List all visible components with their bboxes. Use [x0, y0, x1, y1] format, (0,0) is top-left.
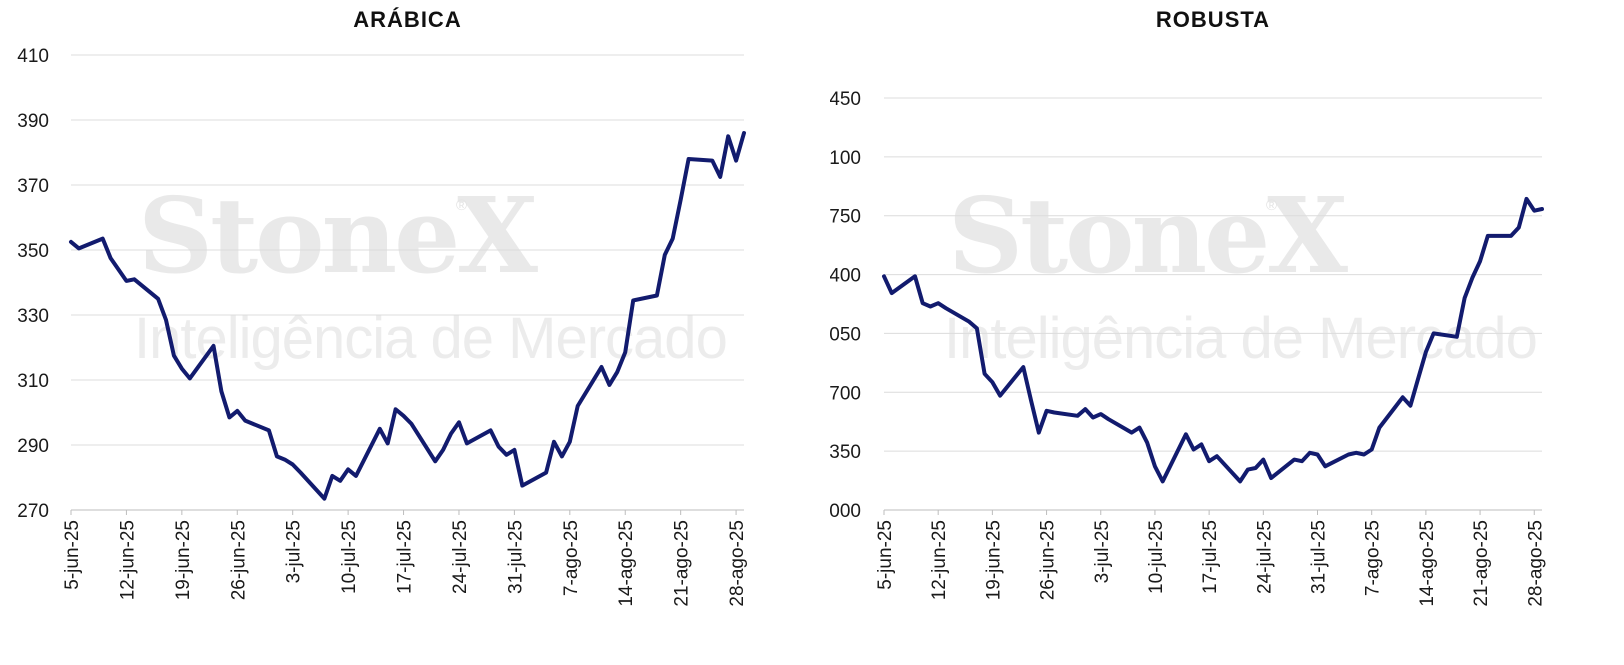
arabica-x-tick-label: 14-ago-25 [616, 520, 637, 607]
robusta-y-tick-label: 4750 [830, 207, 861, 228]
arabica-y-tick-label: 270 [17, 501, 49, 522]
arabica-x-tick-label: 19-jun-25 [173, 520, 194, 600]
arabica-y-tick-label: 410 [17, 46, 49, 67]
watermark-tagline: Inteligência de Mercado [944, 306, 1537, 371]
robusta-x-tick-label: 21-ago-25 [1471, 520, 1492, 607]
robusta-y-tick-label: 3000 [830, 501, 861, 522]
robusta-chart-svg: StoneX® Inteligência de Mercado ROBUSTA 300… [830, 7, 1546, 607]
robusta-x-tick-label: 7-ago-25 [1363, 520, 1384, 596]
arabica-y-tick-label: 310 [17, 371, 49, 392]
arabica-y-tick-label: 290 [17, 436, 49, 457]
arabica-x-tick-label: 26-jun-25 [228, 520, 249, 600]
watermark-brand: StoneX [138, 174, 538, 297]
robusta-y-tick-label: 5100 [830, 148, 861, 169]
arabica-chart-svg: StoneX® Inteligência de Mercado ARÁBICA 270… [17, 7, 748, 607]
robusta-y-tick-label: 4050 [830, 324, 861, 345]
arabica-x-tick-label: 10-jul-25 [339, 520, 360, 594]
arabica-price-line [69, 131, 746, 501]
arabica-x-tick-label: 21-ago-25 [672, 520, 693, 607]
watermark-tagline: Inteligência de Mercado [134, 306, 727, 371]
arabica-x-tick-label: 17-jul-25 [395, 520, 416, 594]
robusta-y-tick-label: 4400 [830, 266, 861, 287]
arabica-x-tick-label: 24-jul-25 [450, 520, 471, 594]
robusta-x-tick-label: 28-ago-25 [1525, 520, 1546, 607]
robusta-y-tick-label: 3700 [830, 383, 861, 404]
robusta-x-tick-label: 24-jul-25 [1254, 520, 1275, 594]
arabica-y-tick-label: 370 [17, 176, 49, 197]
arabica-x-tick-label: 3-jul-25 [284, 520, 305, 583]
arabica-x-tick-label: 5-jun-25 [62, 520, 83, 590]
robusta-x-tick-label: 14-ago-25 [1417, 520, 1438, 607]
watermark-registered-mark: ® [456, 197, 467, 214]
watermark-registered-mark: ® [1266, 197, 1277, 214]
robusta-x-tick-label: 17-jul-25 [1200, 520, 1221, 594]
robusta-x-tick-label: 3-jul-25 [1092, 520, 1113, 583]
arabica-x-tick-label: 7-ago-25 [561, 520, 582, 596]
robusta-y-tick-label: 3350 [830, 442, 861, 463]
arabica-chart: StoneX ® Inteligência de Mercado ARÁBICA 270… [0, 0, 800, 665]
robusta-x-tick-label: 12-jun-25 [929, 520, 950, 600]
robusta-y-tick-label: 5450 [830, 89, 861, 110]
robusta-chart: StoneX® Inteligência de Mercado ROBUSTA 300… [830, 0, 1624, 665]
arabica-y-tick-label: 350 [17, 241, 49, 262]
robusta-title: ROBUSTA [1156, 7, 1270, 32]
robusta-x-tick-label: 5-jun-25 [875, 520, 896, 590]
watermark-brand: StoneX [948, 174, 1348, 297]
arabica-x-tick-label: 28-ago-25 [727, 520, 748, 607]
robusta-price-line [882, 196, 1544, 484]
robusta-x-tick-label: 31-jul-25 [1309, 520, 1330, 594]
arabica-title: ARÁBICA [353, 7, 461, 32]
robusta-x-tick-label: 10-jul-25 [1146, 520, 1167, 594]
arabica-y-tick-label: 330 [17, 306, 49, 327]
robusta-x-tick-label: 19-jun-25 [983, 520, 1004, 600]
arabica-y-tick-label: 390 [17, 111, 49, 132]
robusta-x-tick-label: 26-jun-25 [1038, 520, 1059, 600]
arabica-x-tick-label: 12-jun-25 [117, 520, 138, 600]
arabica-x-tick-label: 31-jul-25 [505, 520, 526, 594]
